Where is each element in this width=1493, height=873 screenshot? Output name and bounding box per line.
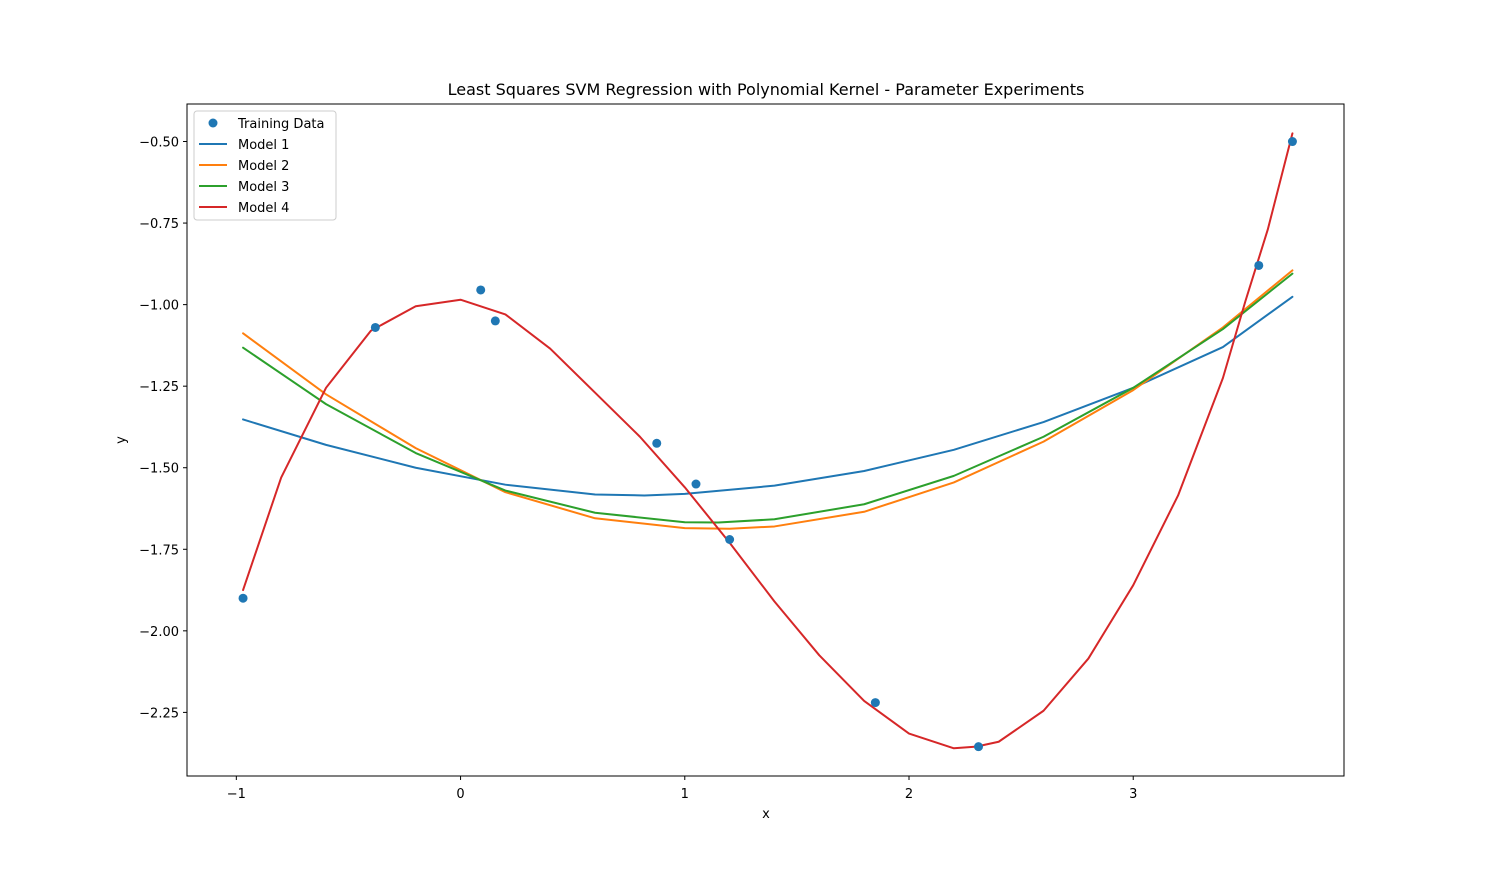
y-tick-label: −0.75 <box>139 217 179 232</box>
training-data-point <box>1288 137 1297 146</box>
x-tick-label: 0 <box>456 787 464 802</box>
training-data-point <box>652 439 661 448</box>
legend: Training Data Model 1 Model 2 Model 3 Model … <box>194 111 336 220</box>
y-tick-label: −1.50 <box>139 462 179 477</box>
training-data-point <box>691 480 700 489</box>
legend-label: Training Data <box>237 117 324 132</box>
x-tick-label: 1 <box>681 787 689 802</box>
y-tick-label: −1.75 <box>139 543 179 558</box>
legend-label: Model 1 <box>238 138 289 153</box>
training-data-point <box>725 535 734 544</box>
x-tick-label: 2 <box>905 787 913 802</box>
x-axis-label: x <box>762 807 770 822</box>
training-data-point <box>1254 261 1263 270</box>
y-tick-label: −1.00 <box>139 299 179 314</box>
legend-label: Model 4 <box>238 201 289 216</box>
training-data-point <box>491 316 500 325</box>
y-axis-label: y <box>114 436 129 444</box>
chart-title: Least Squares SVM Regression with Polyno… <box>448 80 1085 99</box>
training-data-point <box>239 594 248 603</box>
training-data-point <box>871 698 880 707</box>
legend-label: Model 3 <box>238 180 289 195</box>
legend-marker-training-data <box>209 119 218 128</box>
y-tick-label: −2.25 <box>139 706 179 721</box>
training-data-point <box>371 323 380 332</box>
y-tick-label: −1.25 <box>139 380 179 395</box>
training-data-point <box>974 742 983 751</box>
x-tick-label: −1 <box>227 787 246 802</box>
x-tick-label: 3 <box>1129 787 1137 802</box>
y-tick-label: −2.00 <box>139 625 179 640</box>
training-data-point <box>476 285 485 294</box>
legend-label: Model 2 <box>238 159 289 174</box>
y-tick-label: −0.50 <box>139 136 179 151</box>
